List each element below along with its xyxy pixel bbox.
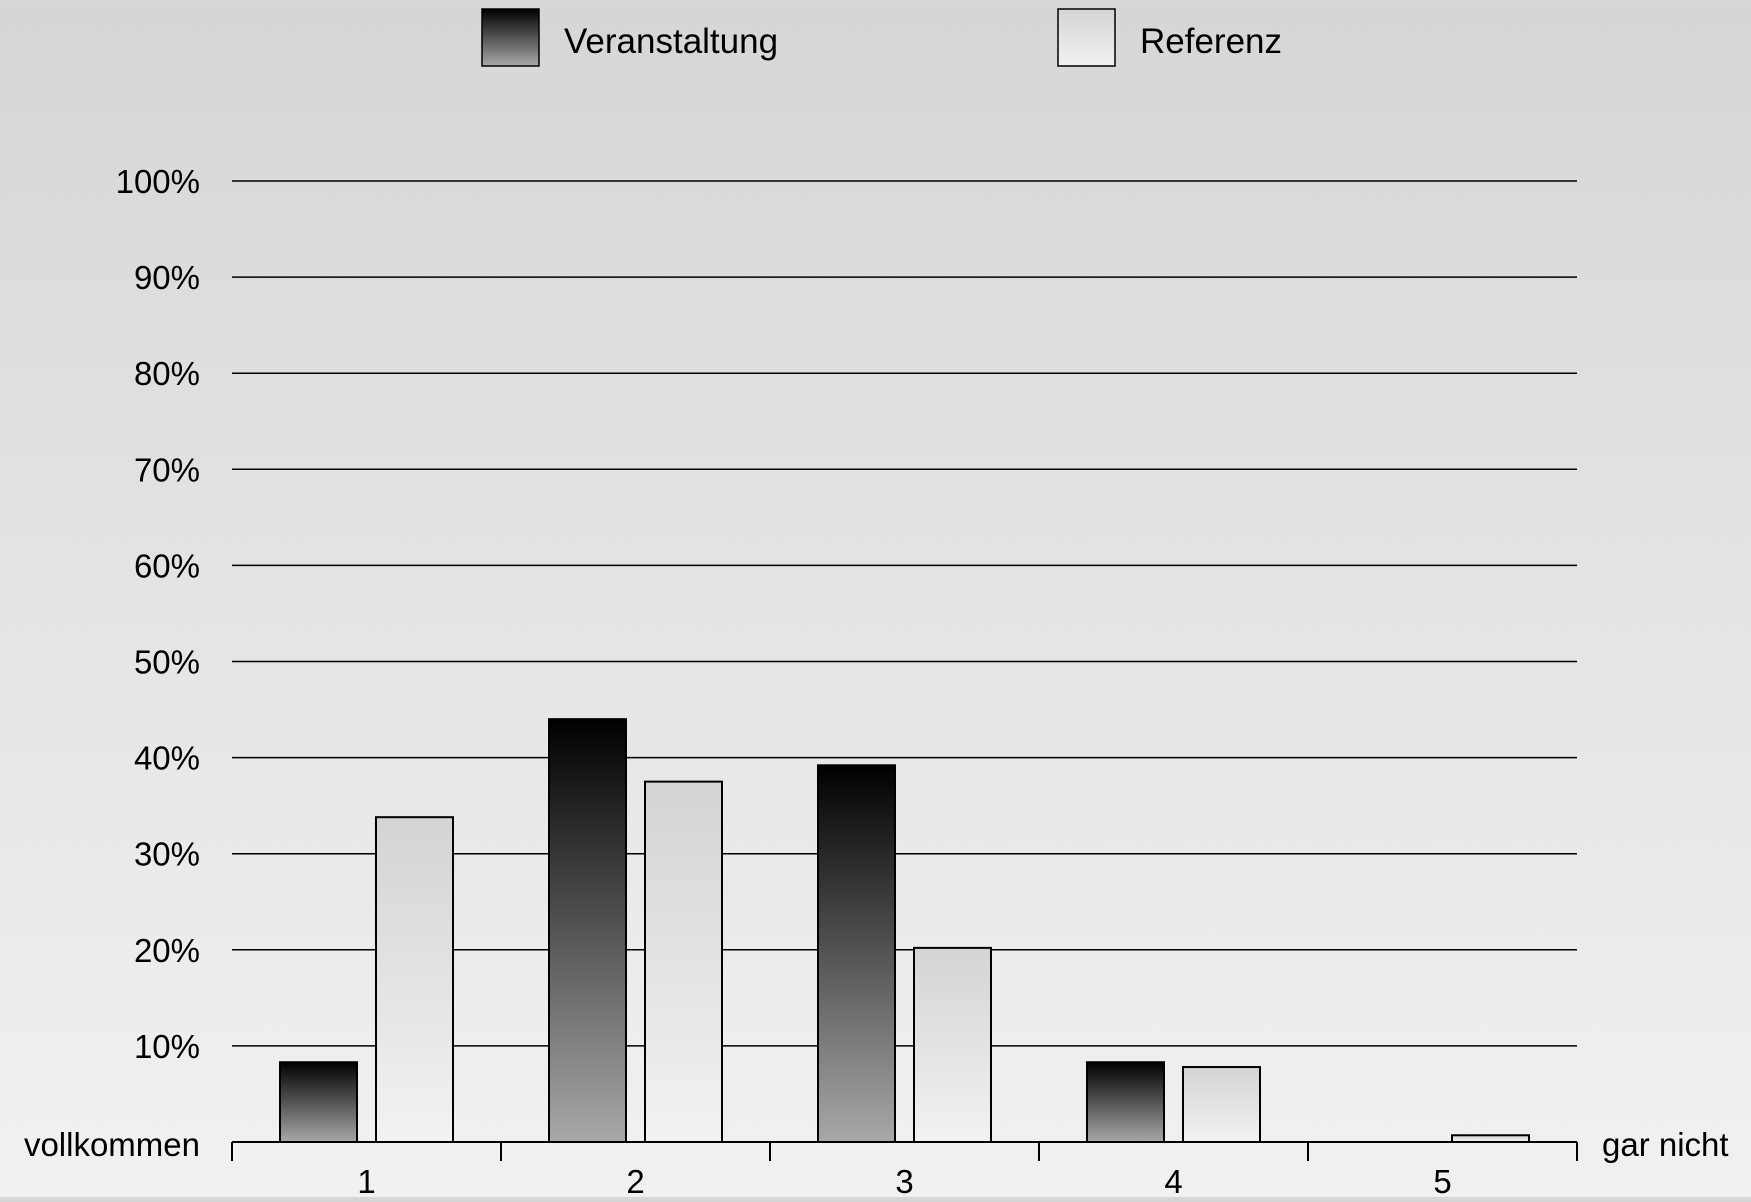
x-tick-label: 2 (626, 1163, 644, 1197)
bars (279, 718, 1530, 1144)
gridlines (232, 180, 1577, 1047)
y-tick-label: 40% (134, 740, 200, 777)
bar-veranstaltung-4 (1086, 1061, 1165, 1144)
bar-referenz-5 (1451, 1134, 1530, 1143)
legend-swatch-referenz (1057, 8, 1116, 67)
bar-veranstaltung-3 (817, 764, 896, 1144)
bar-referenz-2 (644, 780, 723, 1143)
x-axis-tick-labels: 1 2 3 4 5 (357, 1163, 1451, 1200)
y-tick-label: 90% (134, 259, 200, 296)
y-tick-label: 50% (134, 644, 200, 681)
bar-veranstaltung-2 (548, 718, 627, 1143)
bar-referenz-4 (1182, 1066, 1261, 1143)
y-tick-label: 80% (134, 355, 200, 392)
x-axis-left-label: vollkommen (24, 1126, 200, 1163)
y-tick-label: 100% (116, 163, 200, 200)
bar-referenz-1 (375, 816, 454, 1143)
legend-swatch-veranstaltung (481, 8, 540, 67)
legend: Veranstaltung Referenz (481, 8, 1282, 67)
bar-referenz-3 (913, 946, 992, 1143)
y-tick-label: 20% (134, 932, 200, 969)
x-axis (231, 1141, 1578, 1161)
y-tick-label: 60% (134, 547, 200, 584)
x-tick-label: 1 (357, 1163, 375, 1197)
y-tick-label: 10% (134, 1028, 200, 1065)
x-tick-label: 3 (895, 1163, 913, 1197)
x-tick-label: 4 (1164, 1163, 1182, 1197)
legend-label-referenz: Referenz (1140, 22, 1282, 61)
bar-veranstaltung-1 (279, 1061, 358, 1144)
x-tick-label: 5 (1433, 1163, 1451, 1197)
legend-label-veranstaltung: Veranstaltung (564, 22, 778, 61)
y-tick-label: 70% (134, 451, 200, 488)
y-axis-tick-labels: 10% 20% 30% 40% 50% 60% 70% 80% 90% 100% (116, 163, 200, 1065)
y-tick-label: 30% (134, 836, 200, 873)
x-axis-right-label: gar nicht (1602, 1126, 1729, 1163)
